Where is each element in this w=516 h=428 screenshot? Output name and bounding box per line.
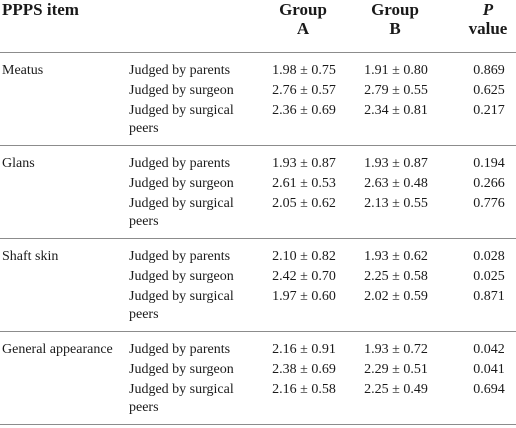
group-a-cell: 2.61 ± 0.53 <box>272 176 336 191</box>
group-b-cell: 2.29 ± 0.51 <box>364 362 428 377</box>
table-row: Judged by parents 1.93 ± 0.87 1.93 ± 0.87 0… <box>0 154 516 174</box>
group-label: Shaft skin <box>2 249 59 264</box>
group-b-cell: 2.02 ± 0.59 <box>364 289 428 304</box>
p-value-cell: 0.266 <box>473 176 505 191</box>
table-group: General appearance Judged by parents 2.16 … <box>0 332 516 425</box>
table-body: Meatus Judged by parents 1.98 ± 0.75 1.91 ±… <box>0 53 516 425</box>
table-group: Shaft skin Judged by parents 2.10 ± 0.82 1.… <box>0 239 516 332</box>
p-value-cell: 0.625 <box>473 83 505 98</box>
group-a-cell: 1.98 ± 0.75 <box>272 63 336 78</box>
header-p-value-line1: P <box>482 0 494 19</box>
judge-cell: Judged by surgical peers <box>129 289 234 322</box>
header-p-value-line2: value <box>468 19 508 38</box>
group-label: General appearance <box>2 342 113 357</box>
p-value-cell: 0.217 <box>473 103 505 118</box>
group-label: Glans <box>2 156 35 171</box>
group-a-cell: 1.97 ± 0.60 <box>272 289 336 304</box>
group-b-cell: 1.93 ± 0.87 <box>364 156 428 171</box>
group-b-cell: 2.13 ± 0.55 <box>364 196 428 211</box>
p-value-cell: 0.694 <box>473 382 505 397</box>
group-a-cell: 2.05 ± 0.62 <box>272 196 336 211</box>
table-header: PPPS item Group A Group B P value <box>0 0 516 53</box>
table-row: Judged by surgeon 2.76 ± 0.57 2.79 ± 0.55 0… <box>0 81 516 101</box>
p-value-cell: 0.194 <box>473 156 505 171</box>
group-a-cell: 1.93 ± 0.87 <box>272 156 336 171</box>
header-group-a-line2: A <box>296 19 310 38</box>
judge-cell: Judged by parents <box>129 156 231 171</box>
header-p-value: P value <box>460 0 516 38</box>
group-label: Meatus <box>2 63 44 78</box>
group-a-cell: 2.42 ± 0.70 <box>272 269 336 284</box>
p-value-cell: 0.041 <box>473 362 505 377</box>
table-row: Judged by surgical peers 2.16 ± 0.58 2.25 … <box>0 380 516 418</box>
table-row: Judged by parents 1.98 ± 0.75 1.91 ± 0.80 0… <box>0 61 516 81</box>
table-row: Judged by surgeon 2.42 ± 0.70 2.25 ± 0.58 0… <box>0 267 516 287</box>
group-b-cell: 2.25 ± 0.49 <box>364 382 428 397</box>
table-row: Judged by parents 2.10 ± 0.82 1.93 ± 0.62 0… <box>0 247 516 267</box>
header-group-b: Group B <box>360 0 430 38</box>
table-row: Judged by surgical peers 2.05 ± 0.62 2.13 … <box>0 194 516 232</box>
table-row: Judged by surgeon 2.61 ± 0.53 2.63 ± 0.48 0… <box>0 174 516 194</box>
table-group: Meatus Judged by parents 1.98 ± 0.75 1.91 ±… <box>0 53 516 146</box>
header-ppps-item: PPPS item <box>2 0 79 19</box>
group-a-cell: 2.38 ± 0.69 <box>272 362 336 377</box>
judge-cell: Judged by surgical peers <box>129 103 234 136</box>
group-b-cell: 1.93 ± 0.62 <box>364 249 428 264</box>
group-b-cell: 2.79 ± 0.55 <box>364 83 428 98</box>
header-group-a-line1: Group <box>279 0 327 19</box>
judge-cell: Judged by surgical peers <box>129 382 234 415</box>
header-group-b-line1: Group <box>371 0 419 19</box>
header-group-b-line2: B <box>389 19 401 38</box>
judge-cell: Judged by parents <box>129 249 231 264</box>
p-value-cell: 0.871 <box>473 289 505 304</box>
group-b-cell: 2.34 ± 0.81 <box>364 103 428 118</box>
p-value-cell: 0.776 <box>473 196 505 211</box>
judge-cell: Judged by parents <box>129 63 231 78</box>
p-value-cell: 0.869 <box>473 63 505 78</box>
judge-cell: Judged by surgeon <box>129 269 234 284</box>
p-value-cell: 0.042 <box>473 342 505 357</box>
judge-cell: Judged by surgical peers <box>129 196 234 229</box>
group-b-cell: 2.63 ± 0.48 <box>364 176 428 191</box>
table-row: Judged by parents 2.16 ± 0.91 1.93 ± 0.72 0… <box>0 340 516 360</box>
group-a-cell: 2.10 ± 0.82 <box>272 249 336 264</box>
header-group-a: Group A <box>268 0 338 38</box>
judge-cell: Judged by surgeon <box>129 83 234 98</box>
p-value-cell: 0.028 <box>473 249 505 264</box>
table-group: Glans Judged by parents 1.93 ± 0.87 1.93 ± … <box>0 146 516 239</box>
judge-cell: Judged by surgeon <box>129 362 234 377</box>
table-row: Judged by surgical peers 2.36 ± 0.69 2.34 … <box>0 101 516 139</box>
group-a-cell: 2.36 ± 0.69 <box>272 103 336 118</box>
judge-cell: Judged by parents <box>129 342 231 357</box>
judge-cell: Judged by surgeon <box>129 176 234 191</box>
table-row: Judged by surgeon 2.38 ± 0.69 2.29 ± 0.51 0… <box>0 360 516 380</box>
group-b-cell: 1.91 ± 0.80 <box>364 63 428 78</box>
p-value-cell: 0.025 <box>473 269 505 284</box>
group-a-cell: 2.76 ± 0.57 <box>272 83 336 98</box>
group-b-cell: 2.25 ± 0.58 <box>364 269 428 284</box>
table-row: Judged by surgical peers 1.97 ± 0.60 2.02 … <box>0 287 516 325</box>
group-b-cell: 1.93 ± 0.72 <box>364 342 428 357</box>
group-a-cell: 2.16 ± 0.58 <box>272 382 336 397</box>
group-a-cell: 2.16 ± 0.91 <box>272 342 336 357</box>
